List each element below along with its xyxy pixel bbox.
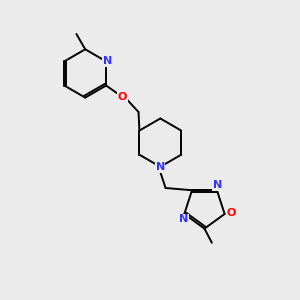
Text: N: N	[103, 56, 112, 66]
Text: O: O	[226, 208, 236, 218]
Text: N: N	[213, 180, 222, 190]
Text: O: O	[118, 92, 127, 102]
Text: N: N	[156, 162, 165, 172]
Text: N: N	[179, 214, 188, 224]
